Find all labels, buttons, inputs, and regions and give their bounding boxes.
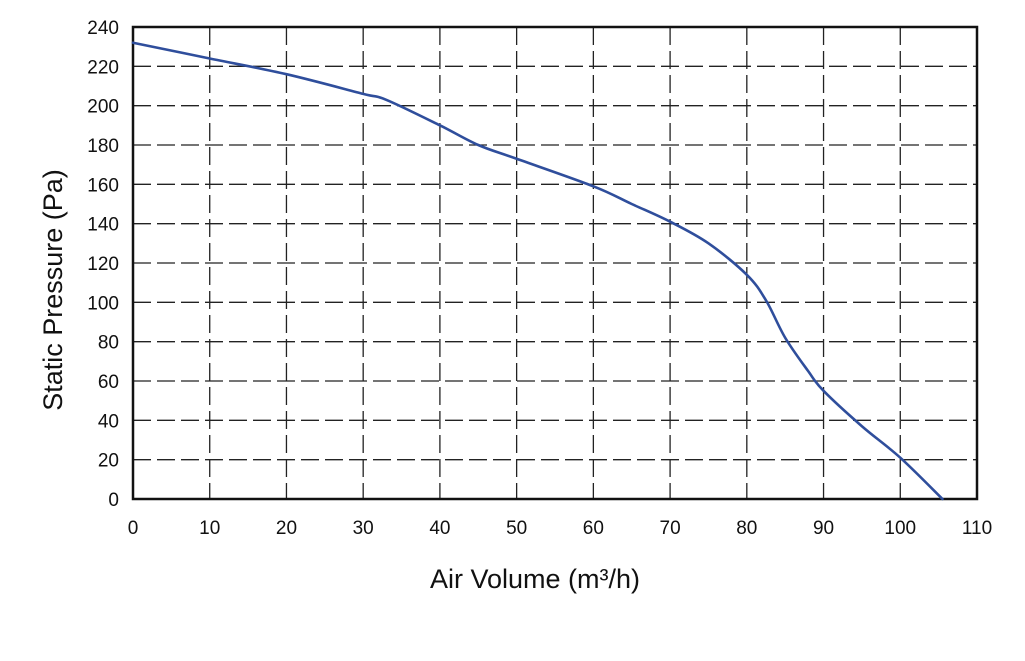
y-tick-label: 240 bbox=[87, 18, 119, 39]
x-tick-label: 20 bbox=[276, 518, 297, 539]
y-axis-title: Static Pressure (Pa) bbox=[38, 169, 68, 411]
plot-area-frame bbox=[131, 25, 979, 501]
y-tick-label: 80 bbox=[98, 333, 119, 354]
y-tick-label: 20 bbox=[98, 451, 119, 472]
x-tick-label: 80 bbox=[736, 518, 757, 539]
x-tick-label: 40 bbox=[429, 518, 450, 539]
y-tick-label: 100 bbox=[87, 293, 119, 314]
x-axis-title: Air Volume (m³/h) bbox=[430, 564, 640, 594]
y-tick-label: 200 bbox=[87, 97, 119, 118]
y-tick-label: 220 bbox=[87, 57, 119, 78]
x-tick-label: 10 bbox=[199, 518, 220, 539]
x-tick-label: 60 bbox=[583, 518, 604, 539]
x-tick-label: 0 bbox=[128, 518, 139, 539]
y-tick-label: 160 bbox=[87, 175, 119, 196]
y-tick-label: 0 bbox=[108, 490, 119, 511]
y-tick-label: 60 bbox=[98, 372, 119, 393]
y-tick-label: 40 bbox=[98, 411, 119, 432]
x-tick-label: 70 bbox=[660, 518, 681, 539]
series-line bbox=[131, 41, 944, 501]
x-axis-ticks: 0 10 20 30 40 50 60 70 80 90 100 110 bbox=[128, 518, 992, 539]
series-curves bbox=[131, 41, 944, 501]
x-tick-label: 90 bbox=[813, 518, 834, 539]
grid bbox=[133, 27, 977, 499]
y-tick-label: 140 bbox=[87, 215, 119, 236]
x-tick-label: 50 bbox=[506, 518, 527, 539]
x-tick-label: 30 bbox=[353, 518, 374, 539]
x-tick-label: 110 bbox=[962, 518, 992, 539]
x-tick-label: 100 bbox=[884, 518, 916, 539]
y-tick-label: 120 bbox=[87, 254, 119, 275]
y-axis-ticks: 0 20 40 60 80 100 120 140 160 180 200 220 240 bbox=[87, 18, 119, 511]
y-tick-label: 180 bbox=[87, 136, 119, 157]
